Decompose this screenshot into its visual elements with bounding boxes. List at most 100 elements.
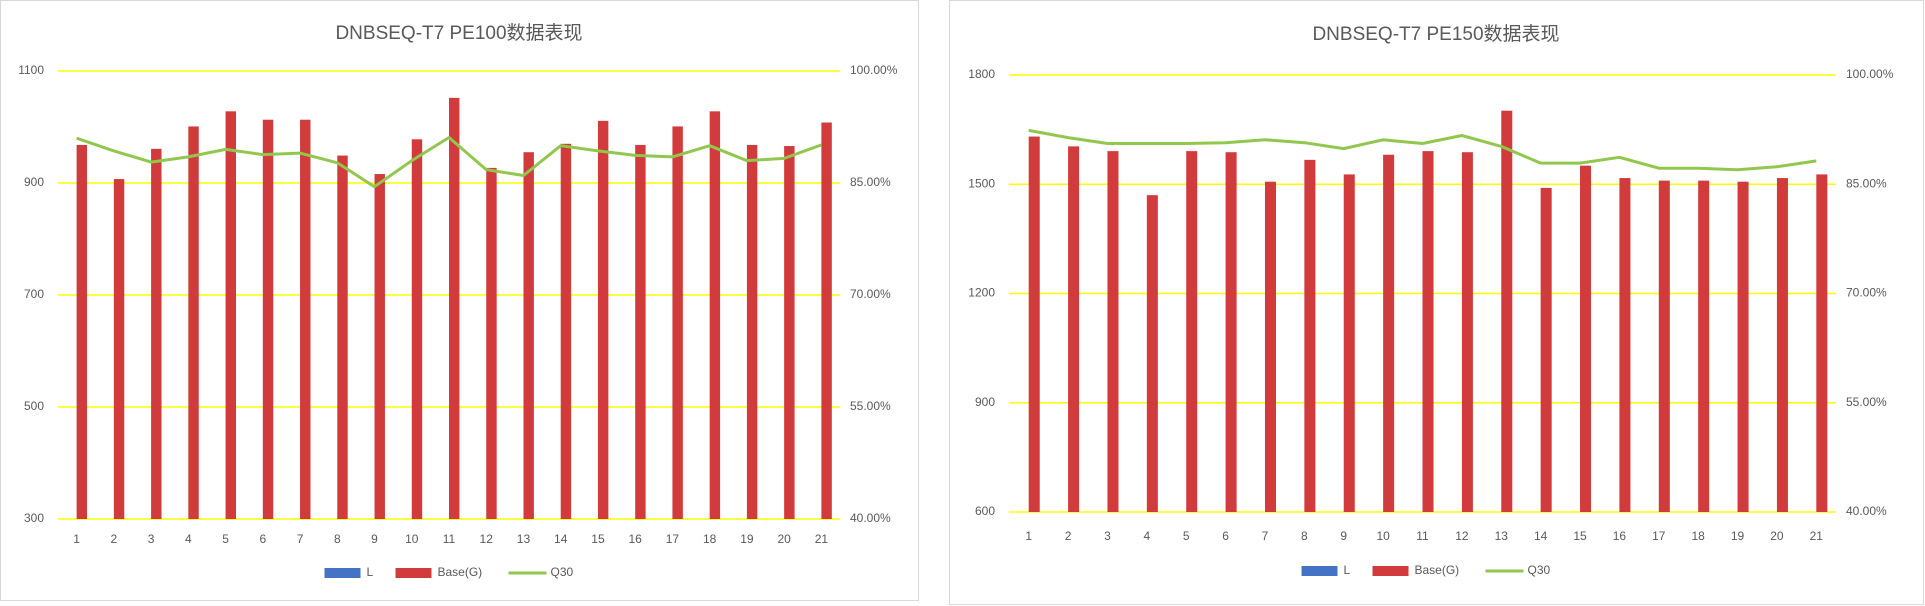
y-tick-label: 600 — [975, 504, 995, 518]
y2-tick-label: 85.00% — [1846, 176, 1887, 190]
bar — [1028, 136, 1040, 512]
legend-swatch — [1301, 566, 1338, 576]
bar — [76, 144, 88, 520]
legend-label: L — [367, 565, 374, 579]
y2-tick-label: 70.00% — [1846, 286, 1887, 300]
q30-line — [76, 136, 822, 189]
bar — [1068, 146, 1080, 513]
x-tick-label: 6 — [259, 532, 266, 546]
bar — [449, 97, 460, 519]
x-tick-label: 17 — [1652, 529, 1666, 543]
x-tick-label: 1 — [73, 532, 80, 546]
x-tick-label: 13 — [1495, 529, 1509, 543]
bar — [1461, 152, 1473, 512]
panel-frame — [0, 0, 919, 601]
x-tick-label: 9 — [1340, 529, 1347, 543]
bar — [597, 120, 609, 519]
y2-tick-label: 70.00% — [850, 287, 891, 301]
legend-label: Q30 — [551, 565, 574, 579]
bar — [262, 119, 274, 519]
bar — [672, 126, 683, 519]
bar — [523, 152, 534, 519]
bar — [1343, 174, 1355, 513]
x-tick-label: 7 — [297, 532, 304, 546]
y2-tick-label: 40.00% — [1846, 504, 1887, 518]
legend-label: Q30 — [1528, 563, 1551, 577]
y-tick-label: 500 — [24, 399, 44, 413]
x-tick-label: 4 — [1143, 529, 1150, 543]
x-tick-label: 18 — [1691, 529, 1705, 543]
x-tick-label: 18 — [703, 532, 717, 546]
y-tick-label: 1200 — [968, 286, 995, 300]
y-tick-label: 900 — [24, 175, 44, 189]
y2-tick-label: 55.00% — [1846, 395, 1887, 409]
y2-tick-label: 100.00% — [1846, 67, 1894, 81]
y-tick-label: 1800 — [968, 67, 995, 81]
chart-title: DNBSEQ-T7 PE100数据表现 — [335, 22, 582, 44]
x-tick-label: 3 — [1104, 529, 1111, 543]
x-tick-label: 8 — [334, 532, 341, 546]
x-tick-label: 10 — [1376, 529, 1390, 543]
bar — [1264, 181, 1277, 512]
x-tick-label: 19 — [740, 532, 754, 546]
y2-tick-label: 100.00% — [850, 63, 898, 77]
y-tick-label: 700 — [24, 287, 44, 301]
x-tick-label: 10 — [405, 532, 419, 546]
x-tick-label: 16 — [629, 532, 643, 546]
x-tick-label: 1 — [1025, 529, 1032, 543]
bar — [746, 144, 758, 520]
x-tick-label: 15 — [1573, 529, 1587, 543]
x-tick-label: 11 — [443, 532, 456, 546]
bar — [1737, 181, 1749, 512]
x-tick-label: 19 — [1731, 529, 1745, 543]
x-tick-label: 12 — [1455, 529, 1469, 543]
x-tick-label: 3 — [148, 532, 155, 546]
bar — [1776, 178, 1788, 512]
x-tick-label: 5 — [222, 532, 229, 546]
x-tick-label: 2 — [1065, 529, 1072, 543]
bar — [1540, 187, 1552, 512]
bar — [1186, 151, 1198, 512]
x-tick-label: 16 — [1613, 529, 1627, 543]
bar — [1501, 110, 1513, 513]
x-tick-label: 14 — [1534, 529, 1548, 543]
bar — [188, 126, 199, 519]
x-tick-label: 13 — [517, 532, 531, 546]
x-tick-label: 8 — [1301, 529, 1308, 543]
bar — [486, 167, 497, 519]
legend-swatch — [324, 568, 361, 578]
x-tick-label: 15 — [591, 532, 605, 546]
bar — [374, 174, 385, 520]
legend-label: L — [1344, 563, 1351, 577]
y2-tick-label: 40.00% — [850, 511, 891, 525]
legend-label: Base(G) — [1415, 563, 1460, 577]
x-tick-label: 20 — [777, 532, 791, 546]
y-tick-label: 900 — [975, 395, 995, 409]
x-tick-label: 14 — [554, 532, 568, 546]
x-tick-label: 20 — [1770, 529, 1784, 543]
x-tick-label: 21 — [815, 532, 829, 546]
x-tick-label: 2 — [111, 532, 118, 546]
bar — [1698, 180, 1710, 512]
y-tick-label: 300 — [24, 511, 44, 525]
bar — [1107, 151, 1119, 512]
bar — [337, 155, 348, 519]
bar — [560, 143, 572, 520]
x-tick-label: 11 — [1416, 529, 1429, 543]
x-tick-label: 12 — [480, 532, 494, 546]
bar — [709, 111, 721, 519]
bar — [635, 144, 646, 520]
bar — [1619, 178, 1631, 512]
legend-label: Base(G) — [438, 565, 483, 579]
bar — [1304, 159, 1316, 512]
bar — [300, 119, 311, 519]
bar — [1816, 174, 1828, 513]
bar — [1383, 154, 1395, 512]
x-tick-label: 21 — [1810, 529, 1824, 543]
x-tick-label: 7 — [1262, 529, 1269, 543]
bar — [113, 179, 125, 519]
q30-line — [1028, 128, 1817, 172]
bar — [1580, 165, 1592, 513]
